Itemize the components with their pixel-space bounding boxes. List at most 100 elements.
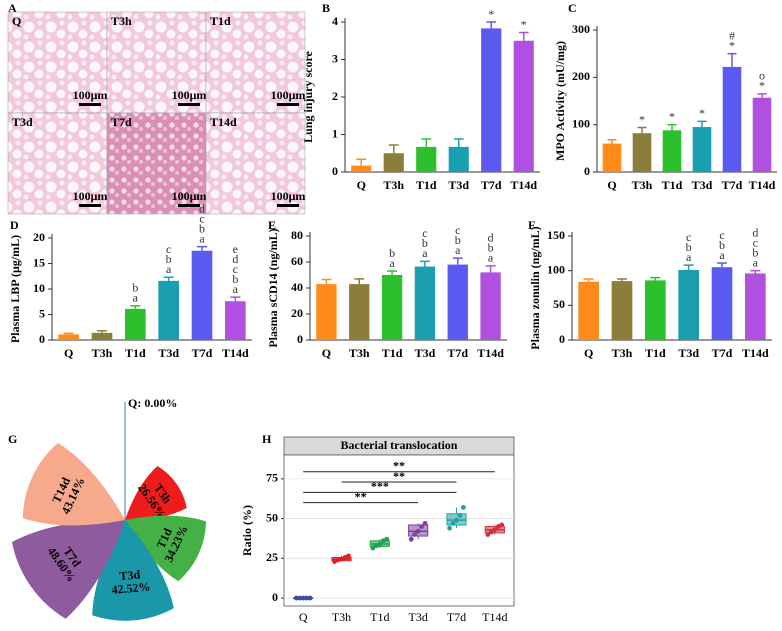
facet-title: Bacterial translocation — [341, 438, 458, 452]
y-tick-label: 0 — [39, 332, 45, 346]
y-tick-label: 5 — [39, 306, 45, 320]
y-tick-label: 0 — [584, 164, 590, 178]
significance-label: * — [759, 79, 765, 93]
petal-label: Q: 0.00% — [128, 396, 177, 410]
significance-label: d — [232, 252, 238, 266]
significance-label: b — [232, 272, 238, 286]
data-point — [293, 595, 299, 601]
bar — [745, 273, 766, 340]
significance-label: d — [488, 231, 494, 245]
x-tick-label: T14d — [510, 178, 537, 192]
y-axis-label: Ratio (%) — [240, 505, 254, 556]
data-point — [384, 536, 390, 542]
scale-bar — [79, 103, 101, 106]
plot-frame — [283, 454, 515, 607]
y-tick-label: 0 — [332, 164, 338, 178]
y-tick-label: 100 — [572, 116, 590, 130]
x-tick-label: Q — [64, 346, 73, 360]
bar — [381, 275, 403, 340]
data-point — [412, 532, 418, 537]
bar — [611, 281, 633, 340]
significance-label: * — [488, 7, 494, 21]
x-tick-label: T7d — [722, 178, 743, 192]
value-label: 42.52% — [111, 579, 151, 596]
x-tick-label: T7d — [447, 610, 466, 624]
significance-label: c — [455, 223, 460, 237]
significance-label: a — [719, 248, 725, 262]
panel-label: B — [322, 1, 330, 15]
significance-label: b — [422, 236, 428, 250]
significance-label: * — [521, 17, 527, 31]
x-tick-label: T3h — [383, 178, 404, 192]
significance-label: b — [752, 245, 758, 259]
significance-label: c — [199, 211, 204, 225]
histology-image — [7, 112, 108, 215]
y-axis-label: Plasma sCD14 (ng/mL) — [266, 228, 280, 347]
panel-label: H — [262, 432, 272, 446]
data-point — [488, 529, 494, 535]
x-tick-label: T7d — [192, 346, 213, 360]
significance-label: a — [455, 243, 461, 257]
significance-label: a — [133, 291, 139, 305]
significance-label: e — [233, 242, 238, 256]
y-axis-label: Plasma LBP (μg/mL) — [8, 235, 22, 343]
data-point — [307, 595, 313, 601]
bar — [158, 280, 179, 340]
x-tick-label: T1d — [416, 178, 437, 192]
comparison-label: ** — [393, 458, 405, 472]
significance-label: c — [753, 235, 758, 249]
significance-label: a — [753, 255, 759, 269]
significance-label: a — [422, 246, 428, 260]
data-point — [492, 527, 498, 533]
panel-label: A — [8, 1, 17, 15]
bar — [692, 127, 712, 172]
data-point — [408, 536, 414, 542]
data-point — [415, 528, 421, 534]
x-tick-label: T3d — [692, 178, 713, 192]
panel-label: F — [528, 218, 535, 232]
x-tick-label: Q — [299, 610, 308, 624]
bar — [125, 308, 146, 340]
panel-label: C — [568, 1, 577, 15]
value-label: : 0.00% — [137, 396, 177, 410]
x-tick-label: T3h — [632, 178, 653, 192]
significance-label: b — [455, 233, 461, 247]
panel-label: D — [10, 218, 19, 232]
significance-label: d — [752, 225, 758, 239]
data-point — [304, 595, 310, 601]
y-tick-label: 10 — [33, 281, 45, 295]
bar — [416, 146, 437, 172]
bar — [58, 334, 79, 340]
category-label: T3d — [119, 567, 141, 583]
tile-label: T7d — [111, 115, 132, 129]
bar — [632, 133, 652, 172]
y-tick-label: 50 — [553, 297, 565, 311]
data-point — [377, 541, 383, 547]
scale-bar — [277, 204, 299, 207]
x-tick-label: Q — [607, 178, 616, 192]
x-tick-label: Q — [584, 346, 593, 360]
x-tick-label: T7d — [447, 346, 468, 360]
significance-label: * — [699, 106, 705, 120]
tile-label: T14d — [210, 115, 237, 129]
y-tick-label: 80 — [291, 228, 303, 242]
petal-label: T1d34.23% — [149, 518, 190, 565]
significance-label: a — [488, 251, 494, 265]
bar — [645, 280, 666, 340]
significance-label: b — [686, 240, 692, 254]
bar — [578, 281, 599, 340]
x-tick-label: T7d — [481, 178, 502, 192]
bar — [711, 267, 733, 340]
x-tick-label: T1d — [645, 346, 666, 360]
petal-label: T3d42.52% — [110, 566, 151, 596]
bar — [480, 272, 501, 340]
significance-label: d — [199, 201, 205, 215]
y-axis-label: MPO Activity (mU/mg) — [553, 41, 567, 161]
scale-bar-label: 100μm — [172, 88, 207, 102]
scale-bar — [277, 103, 299, 106]
scale-bar — [79, 204, 101, 207]
significance-label: a — [233, 282, 239, 296]
y-tick-label: 0 — [559, 332, 565, 346]
significance-label: a — [166, 262, 172, 276]
